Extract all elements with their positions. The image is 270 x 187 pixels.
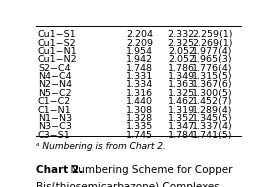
Text: S2−C4: S2−C4 xyxy=(38,64,70,73)
Text: 1.367(6): 1.367(6) xyxy=(192,80,232,89)
Text: 1.331: 1.331 xyxy=(126,72,153,81)
Text: 1.308: 1.308 xyxy=(126,105,153,114)
Text: 1.942: 1.942 xyxy=(126,55,153,64)
Text: 1.335: 1.335 xyxy=(126,122,153,131)
Text: 1.337(4): 1.337(4) xyxy=(192,122,232,131)
Text: 1.363: 1.363 xyxy=(168,80,195,89)
Text: 1.745: 1.745 xyxy=(126,131,153,140)
Text: N1−N3: N1−N3 xyxy=(38,114,72,123)
Text: 1.452(7): 1.452(7) xyxy=(192,97,232,106)
Text: 1.347: 1.347 xyxy=(168,122,195,131)
Text: 1.352: 1.352 xyxy=(168,114,195,123)
Text: Cu1−N1: Cu1−N1 xyxy=(38,47,77,56)
Text: 1.977(4): 1.977(4) xyxy=(192,47,232,56)
Text: 1.328: 1.328 xyxy=(126,114,153,123)
Text: 2.209: 2.209 xyxy=(126,39,153,48)
Text: N2−N4: N2−N4 xyxy=(38,80,72,89)
Text: Numbering Scheme for Copper: Numbering Scheme for Copper xyxy=(64,165,232,175)
Text: 1.784: 1.784 xyxy=(168,131,195,140)
Text: Chart 2.: Chart 2. xyxy=(36,165,83,175)
Text: 2.204: 2.204 xyxy=(126,30,153,39)
Text: 1.319: 1.319 xyxy=(168,105,195,114)
Text: 1.741(5): 1.741(5) xyxy=(192,131,232,140)
Text: 2.259(1): 2.259(1) xyxy=(192,30,232,39)
Text: 1.325: 1.325 xyxy=(168,89,195,98)
Text: 1.462: 1.462 xyxy=(168,97,195,106)
Text: 1.316: 1.316 xyxy=(126,89,153,98)
Text: 1.349: 1.349 xyxy=(168,72,195,81)
Text: ᵃ Numbering is from Chart 2.: ᵃ Numbering is from Chart 2. xyxy=(36,142,166,151)
Text: 1.748: 1.748 xyxy=(126,64,153,73)
Text: N3−C3: N3−C3 xyxy=(38,122,72,131)
Text: 1.315(5): 1.315(5) xyxy=(192,72,232,81)
Text: C3−S1: C3−S1 xyxy=(38,131,71,140)
Text: 1.345(5): 1.345(5) xyxy=(192,114,232,123)
Text: Cu1−S1: Cu1−S1 xyxy=(38,30,77,39)
Text: 1.786: 1.786 xyxy=(168,64,195,73)
Text: 1.776(4): 1.776(4) xyxy=(192,64,232,73)
Text: C1−C2: C1−C2 xyxy=(38,97,71,106)
Text: 2.269(1): 2.269(1) xyxy=(192,39,232,48)
Text: N4−C4: N4−C4 xyxy=(38,72,72,81)
Text: 2.052: 2.052 xyxy=(168,55,195,64)
Text: Cu1−S2: Cu1−S2 xyxy=(38,39,77,48)
Text: 1.334: 1.334 xyxy=(126,80,153,89)
Text: Bis(thiosemicarbazone) Complexes: Bis(thiosemicarbazone) Complexes xyxy=(36,182,220,187)
Text: N5−C2: N5−C2 xyxy=(38,89,72,98)
Text: 2.052: 2.052 xyxy=(168,47,195,56)
Text: Cu1−N2: Cu1−N2 xyxy=(38,55,77,64)
Text: 1.300(5): 1.300(5) xyxy=(192,89,232,98)
Text: 1.289(4): 1.289(4) xyxy=(192,105,232,114)
Text: 2.325: 2.325 xyxy=(168,39,195,48)
Text: C1−N1: C1−N1 xyxy=(38,105,72,114)
Text: 2.332: 2.332 xyxy=(168,30,195,39)
Text: 1.965(3): 1.965(3) xyxy=(192,55,232,64)
Text: 1.440: 1.440 xyxy=(126,97,153,106)
Text: 1.954: 1.954 xyxy=(126,47,153,56)
